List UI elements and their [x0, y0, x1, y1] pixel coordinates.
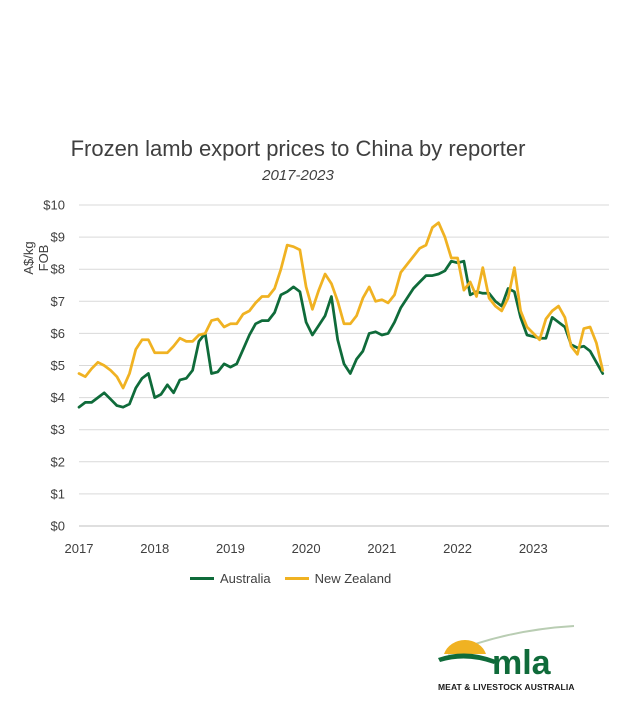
legend: Australia New Zealand: [190, 571, 405, 586]
chart-title: Frozen lamb export prices to China by re…: [70, 136, 526, 161]
mla-logo: mla: [438, 625, 575, 682]
legend-label-new-zealand: New Zealand: [314, 571, 392, 586]
logo-field-icon: [438, 653, 496, 664]
logo-tagline: MEAT & LIVESTOCK AUSTRALIA: [438, 682, 575, 692]
logo-wordmark: mla: [492, 644, 552, 682]
series-line-new-zealand: [77, 221, 605, 390]
legend-label-australia: Australia: [220, 571, 271, 586]
x-tick-labels: 2017 2018 2019 2020 2021 2022 2023: [65, 541, 548, 556]
y-tick-label: $7: [51, 294, 65, 309]
legend-swatch-new-zealand: [284, 577, 309, 580]
logo-sun-icon: [444, 639, 486, 654]
series-line-australia: [77, 259, 605, 409]
y-tick-label: $9: [51, 230, 65, 245]
y-tick-label: $0: [51, 519, 65, 534]
x-tick-label: 2021: [367, 541, 396, 556]
y-tick-label: $6: [51, 326, 65, 341]
y-tick-label: $10: [43, 198, 65, 213]
y-tick-labels: $0 $1 $2 $3 $4 $5 $6 $7 $8 $9 $10: [43, 198, 65, 534]
chart-subtitle: 2017-2023: [262, 167, 334, 184]
y-tick-label: $5: [51, 358, 65, 373]
series-lines: [77, 221, 605, 409]
x-tick-label: 2018: [140, 541, 169, 556]
y-tick-label: $4: [51, 390, 65, 405]
line-chart-plot: $0 $1 $2 $3 $4 $5 $6 $7 $8 $9 $10 2017 2018 2019 2020…: [43, 198, 609, 556]
y-tick-label: $2: [51, 454, 65, 469]
y-tick-label: $8: [51, 262, 65, 277]
legend-item-new-zealand: New Zealand: [284, 571, 392, 586]
x-tick-label: 2019: [216, 541, 245, 556]
x-tick-label: 2023: [519, 541, 548, 556]
x-tick-label: 2017: [65, 541, 94, 556]
legend-swatch-australia: [190, 577, 214, 580]
x-tick-label: 2020: [292, 541, 321, 556]
y-tick-label: $3: [51, 422, 65, 437]
legend-item-australia: Australia: [190, 571, 271, 586]
y-tick-label: $1: [51, 486, 65, 501]
x-tick-label: 2022: [443, 541, 472, 556]
